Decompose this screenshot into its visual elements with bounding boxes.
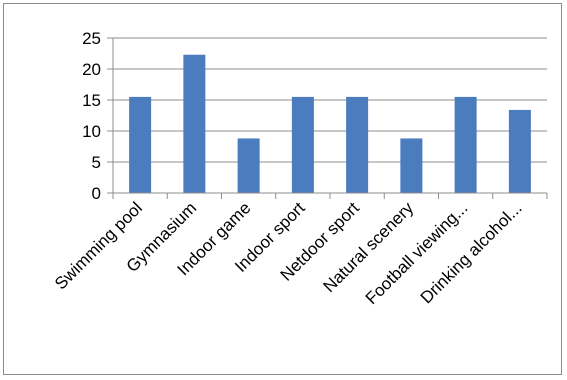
- axes: [107, 37, 548, 199]
- bars: [129, 54, 531, 193]
- bar-7: [454, 96, 477, 193]
- gridlines: [113, 37, 547, 163]
- y-tick-label: 10: [82, 122, 101, 141]
- bar-6: [400, 138, 423, 193]
- y-tick-label: 15: [82, 91, 101, 110]
- y-tick-label: 25: [82, 29, 101, 48]
- bar-4: [291, 96, 314, 193]
- bar-5: [346, 96, 369, 193]
- y-tick-labels: 0 5 10 15 20 25: [82, 29, 101, 203]
- x-tick-label: Drinking alcohol...: [417, 198, 526, 307]
- x-tick-label: Swimming pool: [51, 198, 146, 293]
- y-tick-label: 5: [92, 153, 101, 172]
- bar-8: [508, 109, 531, 193]
- bar-1: [129, 96, 152, 193]
- bar-3: [237, 138, 260, 193]
- bar-2: [183, 54, 206, 193]
- x-tick-label: Football viewing...: [362, 198, 472, 308]
- y-tick-label: 0: [92, 184, 101, 203]
- y-tick-label: 20: [82, 60, 101, 79]
